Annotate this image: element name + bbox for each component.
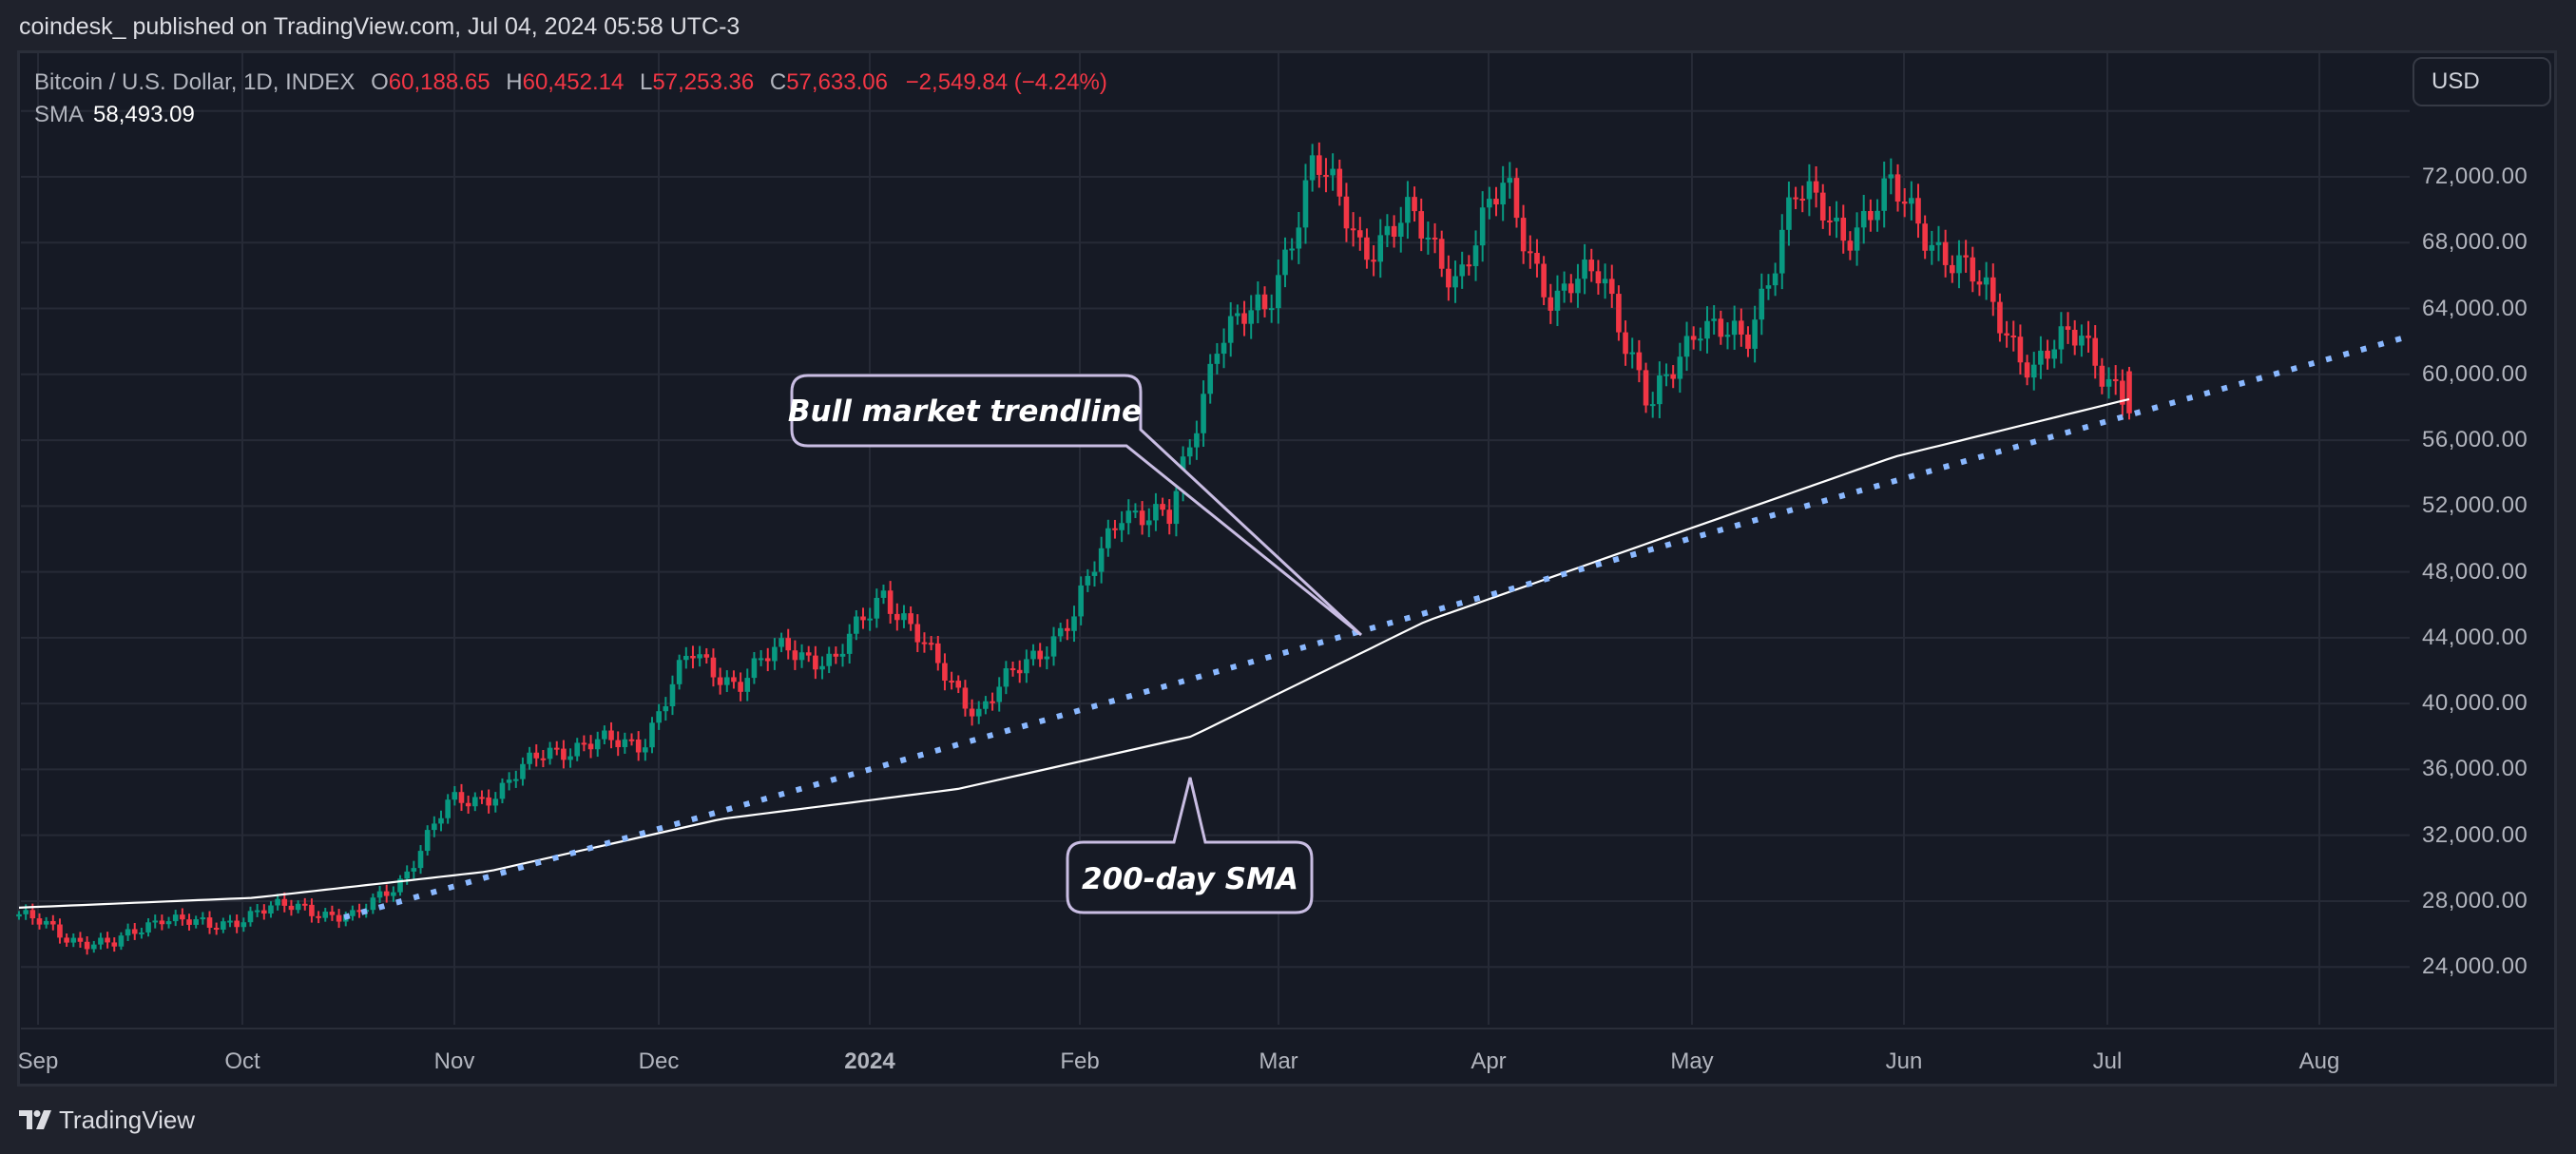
open-value: 60,188.65	[388, 69, 490, 95]
time-tick-label: Nov	[433, 1048, 475, 1074]
trendline[interactable]	[343, 335, 2406, 920]
time-tick-label: May	[1670, 1048, 1714, 1074]
time-tick-label: 2024	[844, 1048, 895, 1074]
tradingview-brand[interactable]: TradingView	[19, 1106, 195, 1135]
price-tick-label: 68,000.00	[2422, 229, 2528, 256]
price-tick-label: 60,000.00	[2422, 360, 2528, 387]
sma-line	[18, 397, 2130, 909]
sma-callout[interactable]: 200-day SMA	[1066, 777, 1314, 914]
chart-legend: Bitcoin / U.S. Dollar, 1D, INDEX O60,188…	[34, 67, 1107, 131]
sma-label[interactable]: SMA	[34, 102, 85, 127]
symbol-title[interactable]: Bitcoin / U.S. Dollar, 1D, INDEX	[34, 69, 356, 95]
time-tick-label: Feb	[1060, 1048, 1100, 1074]
close-value: 57,633.06	[786, 69, 888, 95]
close-label: C	[769, 69, 787, 95]
price-tick-label: 72,000.00	[2422, 163, 2528, 189]
time-tick-label: Sep	[17, 1048, 59, 1074]
currency-button[interactable]: USD	[2413, 57, 2551, 106]
candlesticks	[16, 142, 2132, 955]
high-label: H	[506, 69, 523, 95]
change-value: −2,549.84 (−4.24%)	[905, 69, 1107, 95]
time-tick-label: Oct	[224, 1048, 260, 1074]
price-tick-label: 52,000.00	[2422, 492, 2528, 519]
price-tick-label: 24,000.00	[2422, 953, 2528, 980]
time-tick-label: Jun	[1885, 1048, 1923, 1074]
price-tick-label: 28,000.00	[2422, 887, 2528, 914]
time-tick-label: Apr	[1471, 1048, 1507, 1074]
low-label: L	[640, 69, 653, 95]
time-tick-label: Dec	[638, 1048, 680, 1074]
sma-row: SMA 58,493.09	[34, 99, 1107, 131]
price-tick-label: 48,000.00	[2422, 558, 2528, 585]
ohlc-row: Bitcoin / U.S. Dollar, 1D, INDEX O60,188…	[34, 67, 1107, 99]
sma-callout-text: 200-day SMA	[1082, 862, 1298, 896]
price-tick-label: 40,000.00	[2422, 690, 2528, 717]
trendline-callout-text: Bull market trendline	[788, 394, 1142, 429]
price-tick-label: 44,000.00	[2422, 624, 2528, 650]
sma-value: 58,493.09	[93, 102, 195, 127]
time-tick-label: Mar	[1259, 1048, 1298, 1074]
low-value: 57,253.36	[652, 69, 755, 95]
price-tick-label: 64,000.00	[2422, 295, 2528, 321]
time-tick-label: Jul	[2092, 1048, 2123, 1074]
price-tick-label: 56,000.00	[2422, 427, 2528, 453]
tradingview-logo-icon	[19, 1109, 51, 1129]
price-tick-label: 36,000.00	[2422, 756, 2528, 782]
open-label: O	[371, 69, 389, 95]
published-caption: coindesk_ published on TradingView.com, …	[19, 13, 740, 40]
brand-name: TradingView	[59, 1106, 196, 1134]
high-value: 60,452.14	[522, 69, 625, 95]
time-tick-label: Aug	[2298, 1048, 2340, 1074]
price-tick-label: 32,000.00	[2422, 821, 2528, 848]
trendline-callout[interactable]: Bull market trendline	[788, 374, 1363, 637]
